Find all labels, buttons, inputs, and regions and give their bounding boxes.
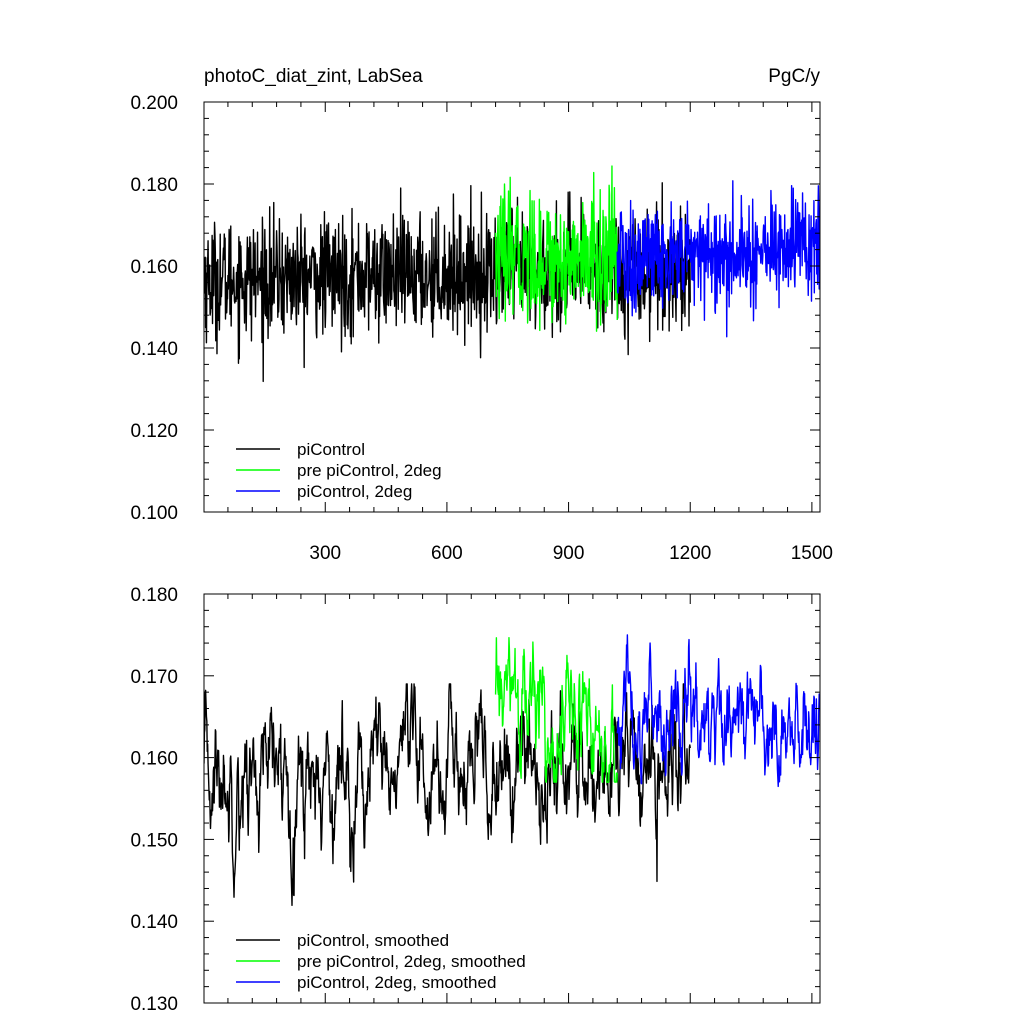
legend-label: pre piControl, 2deg, smoothed (297, 952, 526, 971)
plot-frame (203, 101, 821, 513)
y-tick-label: 0.140 (130, 339, 178, 360)
units-label: PgC/y (768, 66, 820, 87)
chart-panel-2: 0.130 0.140 0.150 0.160 0.170 0.180 piControl,… (130, 585, 821, 1015)
legend-label: piControl, smoothed (297, 931, 449, 950)
chart-title: photoC_diat_zint, LabSea (204, 66, 423, 87)
legend-label: piControl, 2deg, smoothed (297, 973, 496, 992)
y-tick-label: 0.150 (130, 830, 178, 851)
legend-label: piControl (297, 440, 365, 459)
series-line-1-3 (616, 180, 820, 338)
y-tick-label: 0.130 (130, 994, 178, 1015)
x-tick-label: 300 (309, 543, 341, 564)
y-tick-label: 0.200 (130, 93, 178, 114)
chart-panel-1: 0.100 0.120 0.140 0.160 0.180 0.200 300 600 900 1… (130, 66, 833, 564)
x-tick-label: 1200 (669, 543, 711, 564)
y-tick-label: 0.140 (130, 912, 178, 933)
y-tick-label: 0.180 (130, 175, 178, 196)
legend-label: pre piControl, 2deg (297, 461, 442, 480)
x-tick-label: 900 (553, 543, 585, 564)
series-line-1-2 (494, 165, 618, 332)
y-tick-label: 0.160 (130, 749, 178, 770)
plot-frame (203, 593, 821, 1004)
series-line-2-3 (616, 634, 820, 788)
x-tick-label: 1500 (791, 543, 833, 564)
y-tick-label: 0.120 (130, 421, 178, 442)
y-tick-label: 0.170 (130, 667, 178, 688)
series-line-2-2 (494, 637, 618, 783)
y-tick-label: 0.100 (130, 503, 178, 524)
y-tick-label: 0.180 (130, 585, 178, 606)
legend-label: piControl, 2deg (297, 482, 412, 501)
series-line-2-1 (204, 683, 691, 907)
y-tick-label: 0.160 (130, 257, 178, 278)
x-tick-label: 600 (431, 543, 463, 564)
